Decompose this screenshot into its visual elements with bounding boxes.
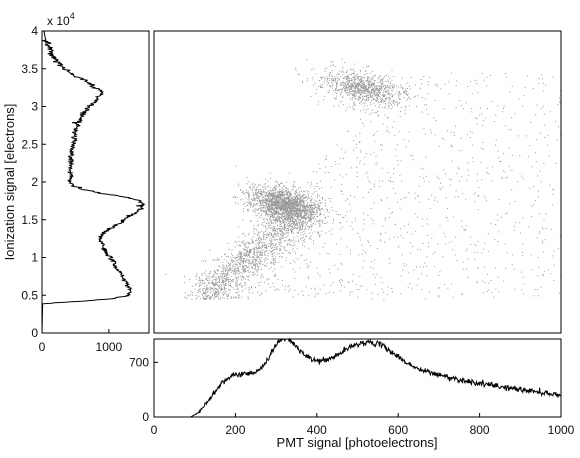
left-x-ticks: 0 1000 [39,329,123,354]
bottom-x-ticks: 0 200 400 600 800 1000 [151,413,575,437]
left-frame [41,30,150,334]
left-histogram-line [41,30,146,333]
bottom-x-tick-label: 800 [470,423,490,437]
bottom-y-tick-label: 0 [142,410,149,424]
x-axis-label: PMT signal [photoelectrons] [277,435,438,450]
bottom-x-tick-label: 0 [151,423,158,437]
left-y-ticks: 0 0.5 1 1.5 2 2.5 3 3.5 4 [21,24,46,340]
bottom-x-tick-label: 400 [307,423,327,437]
left-y-tick-label: 2 [31,175,38,189]
left-y-tick-label: 3.5 [21,62,38,76]
left-y-tick-label: 0.5 [21,288,38,302]
bottom-panel: 0 700 0 200 400 600 800 1000 PMT signal [photo… [129,337,575,450]
bottom-y-tick-label: 700 [129,355,149,369]
left-y-tick-label: 0 [31,326,38,340]
scatter-panel [153,30,562,334]
bottom-x-tick-label: 200 [225,423,245,437]
left-x-tick-label: 0 [39,340,46,354]
scatter-frame [153,30,562,334]
y-axis-label: Ionization signal [electrons] [2,104,17,261]
left-y-tick-label: 4 [31,24,38,38]
bottom-x-tick-label: 600 [388,423,408,437]
bottom-frame [153,338,562,418]
bottom-x-tick-label: 1000 [548,423,575,437]
left-panel: 0 0.5 1 1.5 2 2.5 3 3.5 4 0 1000 x 104 Ionization… [2,11,150,354]
y-exponent-label: x 104 [47,11,75,28]
left-y-tick-label: 1 [31,251,38,265]
bottom-y-ticks: 0 700 [129,355,158,424]
left-y-tick-label: 3 [31,100,38,114]
left-y-tick-label: 1.5 [21,213,38,227]
bottom-histogram-line [154,337,562,418]
left-y-tick-label: 2.5 [21,137,38,151]
left-x-tick-label: 1000 [96,340,123,354]
